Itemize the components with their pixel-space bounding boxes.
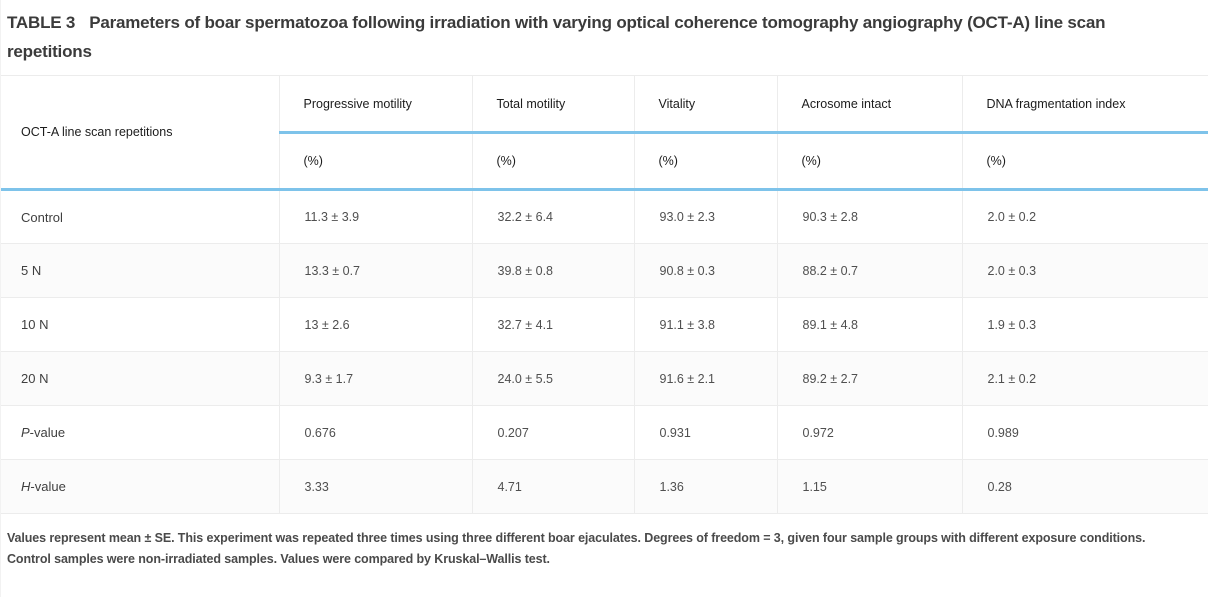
row-label: P-value [1,405,280,461]
row-label: 5 N [1,243,280,299]
table-row-10n: 10 N 13 ± 2.6 32.7 ± 4.1 91.1 ± 3.8 89.1… [1,297,1208,353]
cell-value: 0.972 [777,405,963,461]
cell-value: 11.3 ± 3.9 [279,189,473,245]
table-row-h-value: H-value 3.33 4.71 1.36 1.15 0.28 [1,459,1208,515]
table-row-p-value: P-value 0.676 0.207 0.931 0.972 0.989 [1,405,1208,461]
header-name-row: OCT-A line scan repetitions Progressive … [1,75,1208,192]
unit-dna-fragmentation: (%) [962,132,1208,192]
cell-value: 2.1 ± 0.2 [962,351,1208,407]
table-caption: TABLE 3 Parameters of boar spermatozoa fo… [1,0,1186,66]
row-label: H-value [1,459,280,515]
cell-value: 9.3 ± 1.7 [279,351,473,407]
cell-value: 4.71 [472,459,635,515]
table-footnote: Values represent mean ± SE. This experim… [7,531,1146,567]
data-table: OCT-A line scan repetitions Progressive … [1,75,1208,515]
table-body: Control 11.3 ± 3.9 32.2 ± 6.4 93.0 ± 2.3… [1,189,1208,515]
cell-value: 32.7 ± 4.1 [472,297,635,353]
column-header-acrosome-intact: Acrosome intact [777,75,963,135]
cell-value: 90.3 ± 2.8 [777,189,963,245]
header-unit-row: (%) (%) (%) (%) (%) [1,132,1208,192]
table-row-5n: 5 N 13.3 ± 0.7 39.8 ± 0.8 90.8 ± 0.3 88.… [1,243,1208,299]
table-header: OCT-A line scan repetitions Progressive … [1,75,1208,192]
column-header-repetitions: OCT-A line scan repetitions [1,75,280,192]
row-label: Control [1,189,280,245]
unit-total-motility: (%) [472,132,635,192]
column-header-total-motility: Total motility [472,75,635,135]
cell-value: 1.36 [634,459,778,515]
cell-value: 89.1 ± 4.8 [777,297,963,353]
cell-value: 0.28 [962,459,1208,515]
table-number: TABLE 3 [7,13,76,32]
unit-acrosome-intact: (%) [777,132,963,192]
unit-vitality: (%) [634,132,778,192]
cell-value: 0.931 [634,405,778,461]
row-label: 10 N [1,297,280,353]
column-header-progressive-motility: Progressive motility [279,75,473,135]
table-row-20n: 20 N 9.3 ± 1.7 24.0 ± 5.5 91.6 ± 2.1 89.… [1,351,1208,407]
cell-value: 13 ± 2.6 [279,297,473,353]
cell-value: 93.0 ± 2.3 [634,189,778,245]
cell-value: 0.207 [472,405,635,461]
table-row-control: Control 11.3 ± 3.9 32.2 ± 6.4 93.0 ± 2.3… [1,189,1208,245]
cell-value: 2.0 ± 0.3 [962,243,1208,299]
cell-value: 32.2 ± 6.4 [472,189,635,245]
cell-value: 91.1 ± 3.8 [634,297,778,353]
column-header-dna-fragmentation: DNA fragmentation index [962,75,1208,135]
cell-value: 24.0 ± 5.5 [472,351,635,407]
cell-value: 0.676 [279,405,473,461]
cell-value: 90.8 ± 0.3 [634,243,778,299]
cell-value: 39.8 ± 0.8 [472,243,635,299]
cell-value: 1.15 [777,459,963,515]
cell-value: 91.6 ± 2.1 [634,351,778,407]
table-title-text: Parameters of boar spermatozoa following… [7,13,1106,62]
column-header-vitality: Vitality [634,75,778,135]
row-label: 20 N [1,351,280,407]
cell-value: 89.2 ± 2.7 [777,351,963,407]
cell-value: 1.9 ± 0.3 [962,297,1208,353]
cell-value: 3.33 [279,459,473,515]
cell-value: 88.2 ± 0.7 [777,243,963,299]
unit-progressive-motility: (%) [279,132,473,192]
cell-value: 13.3 ± 0.7 [279,243,473,299]
cell-value: 0.989 [962,405,1208,461]
cell-value: 2.0 ± 0.2 [962,189,1208,245]
